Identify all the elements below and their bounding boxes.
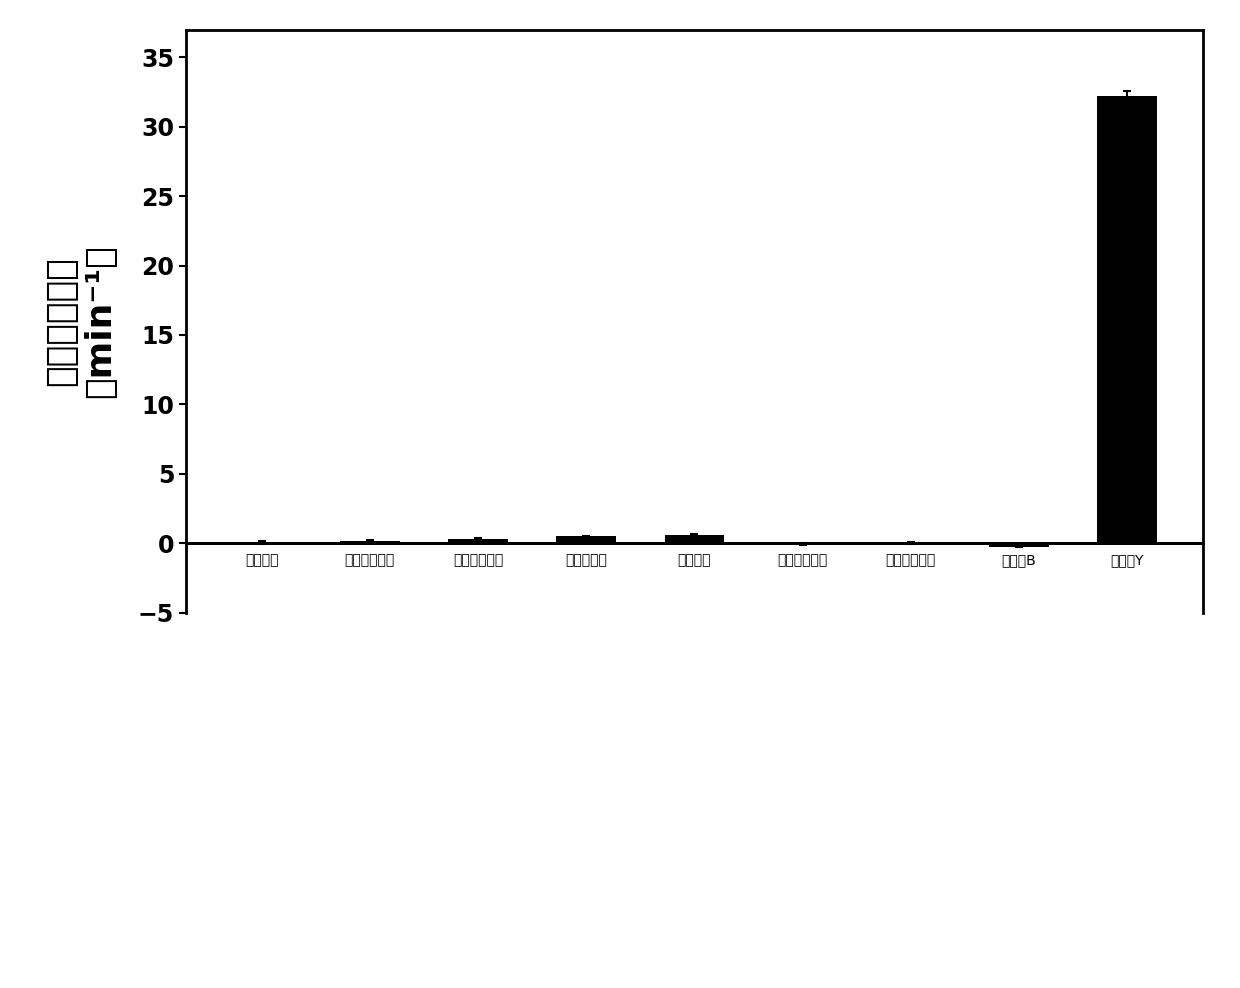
Bar [449,539,508,543]
Bar [665,535,724,543]
Y-axis label: 相对水解速率
（min⁻¹）: 相对水解速率 （min⁻¹） [43,244,117,398]
Bar [990,543,1049,546]
Bar [773,543,832,544]
Bar [557,536,616,543]
Bar [1097,96,1157,543]
Bar [340,541,399,543]
